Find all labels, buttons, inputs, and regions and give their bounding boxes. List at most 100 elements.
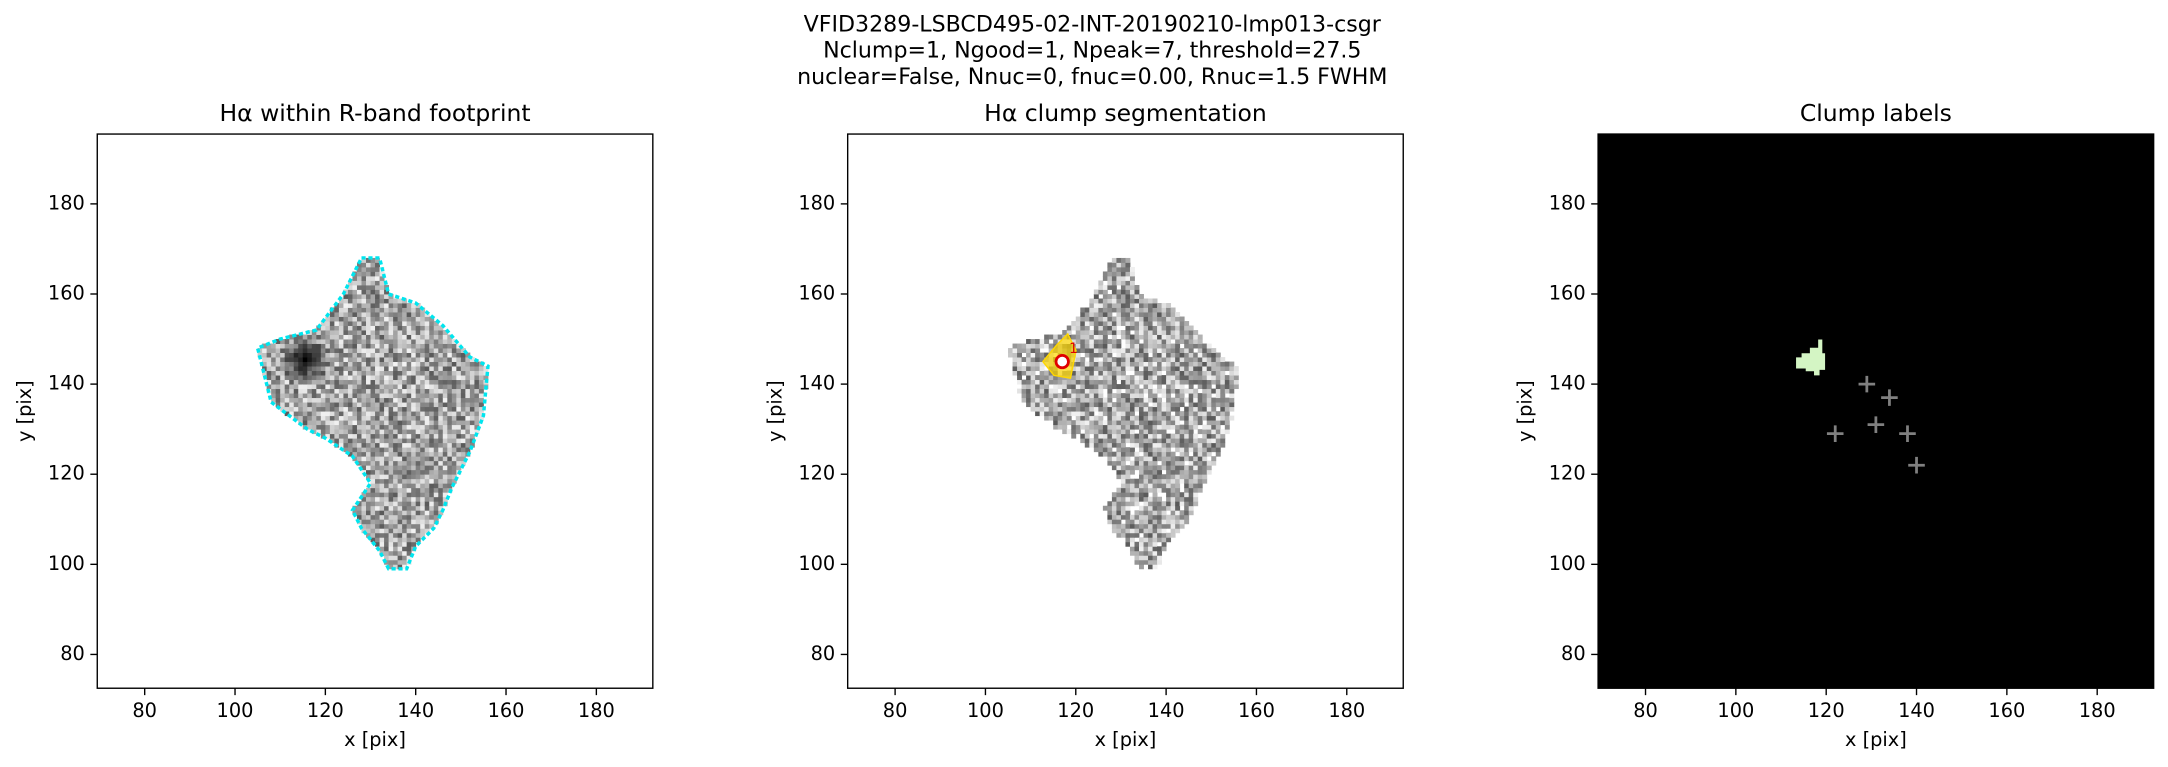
image-pixel <box>388 519 394 525</box>
image-pixel <box>1102 293 1108 299</box>
image-pixel <box>424 357 430 363</box>
image-pixel <box>1139 298 1144 304</box>
image-pixel <box>1120 393 1126 399</box>
image-pixel <box>1093 447 1099 453</box>
image-pixel <box>420 379 426 385</box>
image-pixel <box>1075 330 1081 335</box>
image-pixel <box>1206 388 1212 394</box>
image-pixel <box>1048 406 1054 412</box>
image-pixel <box>1166 483 1172 489</box>
image-pixel <box>420 312 426 317</box>
image-pixel <box>1080 420 1086 426</box>
image-pixel <box>388 501 394 507</box>
image-pixel <box>1093 312 1099 317</box>
image-pixel <box>1170 370 1176 376</box>
image-pixel <box>384 438 390 444</box>
image-pixel <box>1188 370 1194 376</box>
image-pixel <box>1107 316 1113 322</box>
image-pixel <box>1093 303 1099 308</box>
image-pixel <box>1116 298 1122 304</box>
image-pixel <box>1102 429 1108 435</box>
image-pixel <box>1111 510 1117 516</box>
image-pixel <box>325 361 331 367</box>
y-tick-label: 120 <box>1549 462 1586 485</box>
image-pixel <box>1093 307 1099 313</box>
image-pixel <box>262 352 268 358</box>
image-pixel <box>370 519 376 525</box>
image-pixel <box>361 312 367 317</box>
image-pixel <box>1184 366 1190 372</box>
image-pixel <box>366 348 371 353</box>
image-pixel <box>1044 339 1050 344</box>
image-pixel <box>352 293 358 299</box>
image-pixel <box>1179 451 1185 457</box>
image-pixel <box>1080 384 1086 390</box>
image-pixel <box>375 384 380 390</box>
image-pixel <box>1089 429 1095 435</box>
image-pixel <box>289 352 295 358</box>
image-pixel <box>1026 361 1032 367</box>
image-pixel <box>1017 348 1022 353</box>
image-pixel <box>366 510 371 516</box>
image-pixel <box>465 433 471 439</box>
image-pixel <box>1116 343 1122 349</box>
image-pixel <box>343 406 349 412</box>
image-pixel <box>1084 366 1090 372</box>
image-pixel <box>1139 402 1144 408</box>
image-pixel <box>1139 492 1144 498</box>
image-pixel <box>1071 420 1077 426</box>
image-pixel <box>1233 366 1239 372</box>
image-pixel <box>375 465 380 471</box>
image-pixel <box>1030 393 1036 399</box>
image-pixel <box>1053 415 1059 421</box>
image-pixel <box>1075 393 1081 399</box>
image-pixel <box>1111 406 1117 412</box>
image-pixel <box>438 438 444 444</box>
image-pixel <box>1139 411 1144 417</box>
image-pixel <box>424 334 430 340</box>
image-pixel <box>366 316 371 322</box>
image-pixel <box>397 541 403 547</box>
image-pixel <box>1215 442 1221 448</box>
image-pixel <box>356 397 362 403</box>
image-pixel <box>352 424 358 430</box>
image-pixel <box>1152 460 1158 466</box>
image-pixel <box>1093 379 1099 385</box>
image-pixel <box>406 442 412 448</box>
image-pixel <box>1143 429 1149 435</box>
image-pixel <box>366 284 371 290</box>
image-pixel <box>1152 397 1158 403</box>
image-pixel <box>1030 379 1036 385</box>
image-pixel <box>307 361 313 367</box>
image-pixel <box>406 393 412 399</box>
image-pixel <box>1215 415 1221 421</box>
image-pixel <box>1157 429 1163 435</box>
image-pixel <box>347 442 353 448</box>
image-pixel <box>1098 433 1104 439</box>
image-pixel <box>433 393 439 399</box>
image-pixel <box>1080 379 1086 385</box>
image-pixel <box>429 433 435 439</box>
image-pixel <box>1111 496 1117 502</box>
image-pixel <box>1161 429 1167 435</box>
image-pixel <box>393 447 399 453</box>
image-pixel <box>438 447 444 453</box>
image-pixel <box>442 415 448 421</box>
image-pixel <box>366 293 371 299</box>
image-pixel <box>1066 420 1072 426</box>
image-pixel <box>370 393 376 399</box>
image-pixel <box>393 415 399 421</box>
image-pixel <box>1197 456 1203 462</box>
image-pixel <box>447 343 453 349</box>
image-pixel <box>397 393 403 399</box>
image-pixel <box>415 406 421 412</box>
image-pixel <box>1084 325 1090 331</box>
image-pixel <box>1193 366 1199 372</box>
image-pixel <box>280 366 286 372</box>
image-pixel <box>465 429 471 435</box>
image-pixel <box>433 478 439 484</box>
image-pixel <box>451 460 457 466</box>
image-pixel <box>302 415 308 421</box>
image-pixel <box>424 487 430 493</box>
image-pixel <box>415 330 421 335</box>
